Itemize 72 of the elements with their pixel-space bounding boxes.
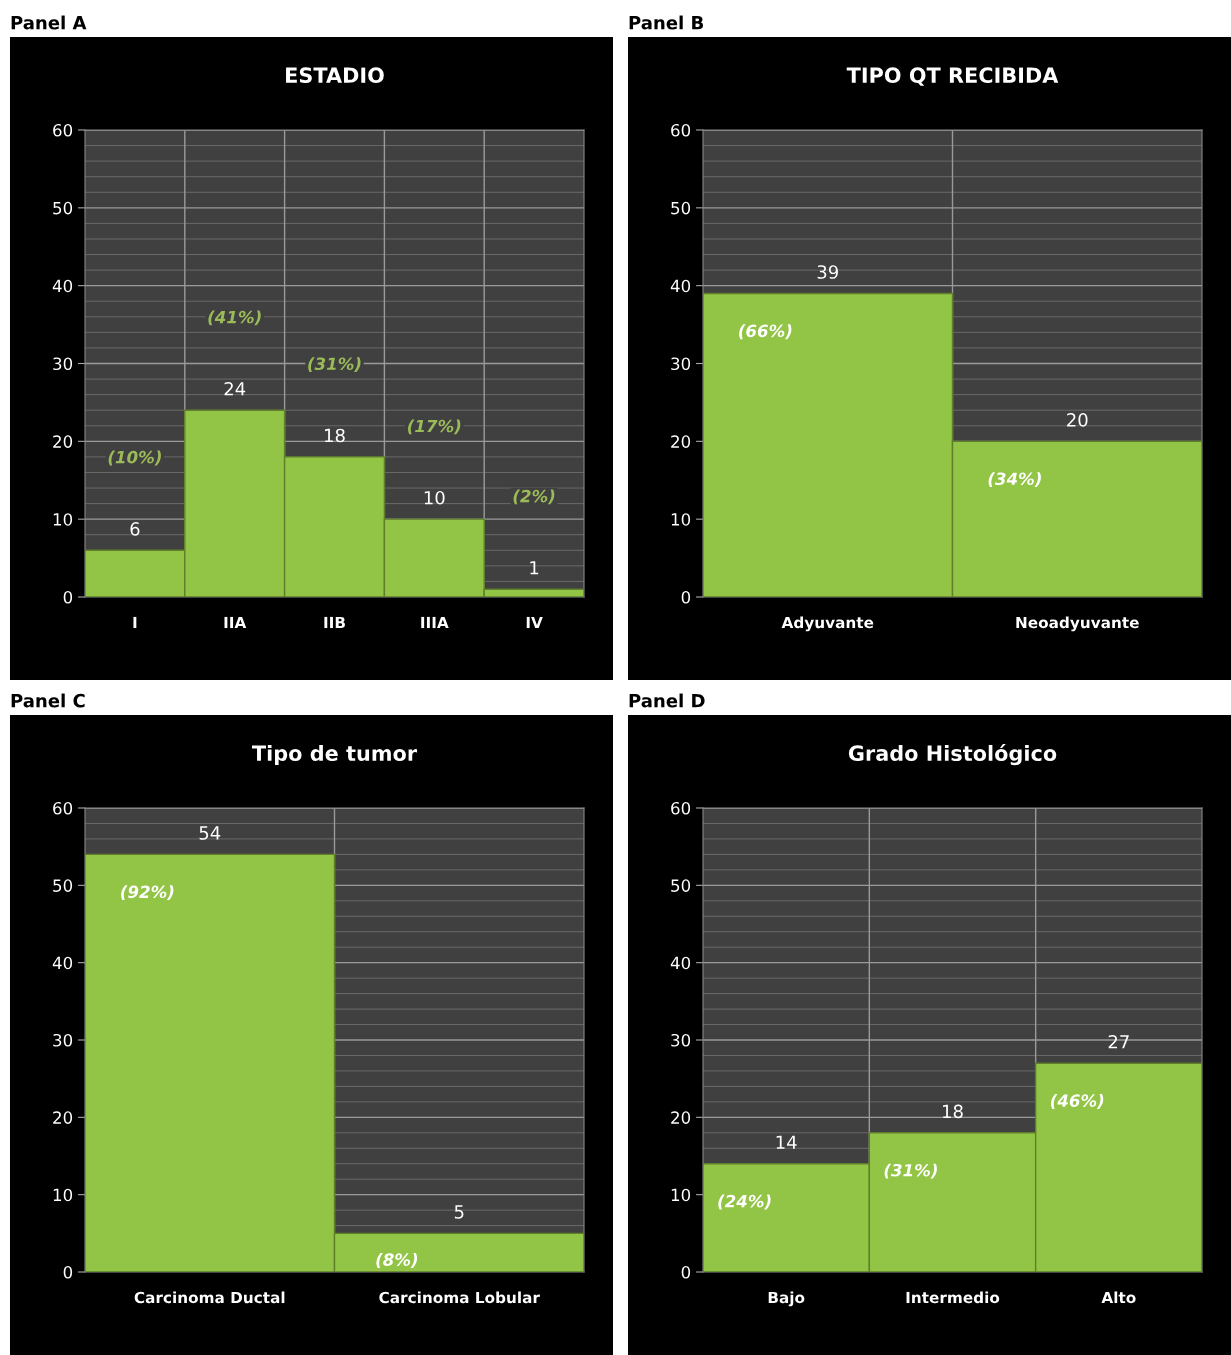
annotation: (10%) (108, 450, 161, 466)
annotation: (66%) (739, 324, 792, 340)
y-tick-label: 60 (53, 123, 73, 137)
y-tick-label: 0 (63, 1265, 73, 1279)
annotation: (17%) (408, 419, 461, 435)
data-label: 27 (1108, 1034, 1129, 1049)
chart-title: Grado Histológico (848, 744, 1057, 766)
y-tick-label: 50 (671, 879, 691, 892)
text: Panel A (11, 15, 87, 30)
data-label: 1 (530, 561, 539, 575)
text: Panel B (629, 15, 704, 30)
annotation: (34%) (988, 472, 1041, 488)
data-label: 14 (776, 1135, 797, 1149)
annotation: (41%) (208, 310, 261, 326)
data-label: 18 (943, 1104, 963, 1119)
y-tick-label: 60 (671, 801, 691, 815)
x-tick-label: IV (526, 616, 543, 629)
y-tick-label: 20 (671, 435, 691, 448)
text: Panel D (629, 693, 705, 708)
y-tick-label: 20 (53, 435, 73, 448)
data-label: 5 (454, 1205, 464, 1219)
x-tick-label: I (133, 616, 137, 629)
annotation: (2%) (513, 489, 555, 505)
x-tick-label: IIA (224, 616, 247, 629)
annotation: (31%) (884, 1163, 937, 1179)
y-tick-label: 0 (63, 590, 73, 604)
data-label: 24 (224, 381, 246, 396)
annotation: (31%) (308, 357, 361, 373)
data-label: 10 (424, 490, 445, 505)
y-tick-label: 60 (671, 123, 691, 137)
data-label: 54 (199, 826, 221, 840)
annotation: (92%) (121, 885, 174, 901)
y-tick-label: 10 (671, 513, 691, 526)
annotation: (46%) (1050, 1094, 1104, 1109)
y-tick-label: 20 (53, 1111, 73, 1124)
y-tick-label: 50 (53, 879, 73, 892)
y-tick-label: 30 (53, 1033, 73, 1047)
chart-title: Tipo de tumor (252, 744, 418, 766)
y-tick-label: 0 (681, 590, 691, 604)
text: Panel C (11, 693, 85, 708)
data-label: 39 (817, 265, 838, 279)
y-tick-label: 10 (53, 513, 73, 526)
annotation: (8%) (376, 1253, 418, 1268)
y-tick-label: 60 (53, 801, 73, 815)
annotation: (24%) (718, 1194, 771, 1210)
x-tick-label: Intermedio (906, 1291, 1000, 1304)
x-tick-label: Alto (1101, 1291, 1136, 1304)
y-tick-label: 10 (53, 1188, 73, 1202)
y-tick-label: 0 (681, 1265, 691, 1279)
y-tick-label: 50 (671, 201, 691, 215)
x-tick-label: Adyuvante (781, 616, 874, 632)
y-tick-label: 40 (670, 279, 691, 293)
y-tick-label: 40 (52, 956, 73, 970)
chart-title: ESTADIO (286, 67, 384, 84)
y-tick-label: 10 (671, 1188, 691, 1202)
y-tick-label: 40 (670, 956, 691, 970)
y-tick-label: 30 (671, 357, 691, 371)
x-tick-label: IIB (324, 616, 345, 629)
x-tick-label: Bajo (768, 1291, 805, 1307)
chart-title: TIPO QT RECIBIDA (846, 67, 1059, 86)
y-tick-label: 20 (671, 1111, 691, 1124)
x-tick-label: Neoadyuvante (1016, 616, 1139, 632)
y-tick-label: 30 (53, 357, 73, 371)
x-tick-label: Carcinoma Lobular (379, 1291, 540, 1304)
data-label: 20 (1067, 413, 1088, 427)
y-tick-label: 40 (52, 279, 73, 293)
y-tick-label: 30 (671, 1033, 691, 1047)
data-label: 18 (325, 428, 345, 443)
data-label: 6 (130, 522, 140, 536)
y-tick-label: 50 (53, 201, 73, 215)
x-tick-label: Carcinoma Ductal (134, 1291, 285, 1304)
x-tick-label: IIIA (421, 616, 449, 629)
